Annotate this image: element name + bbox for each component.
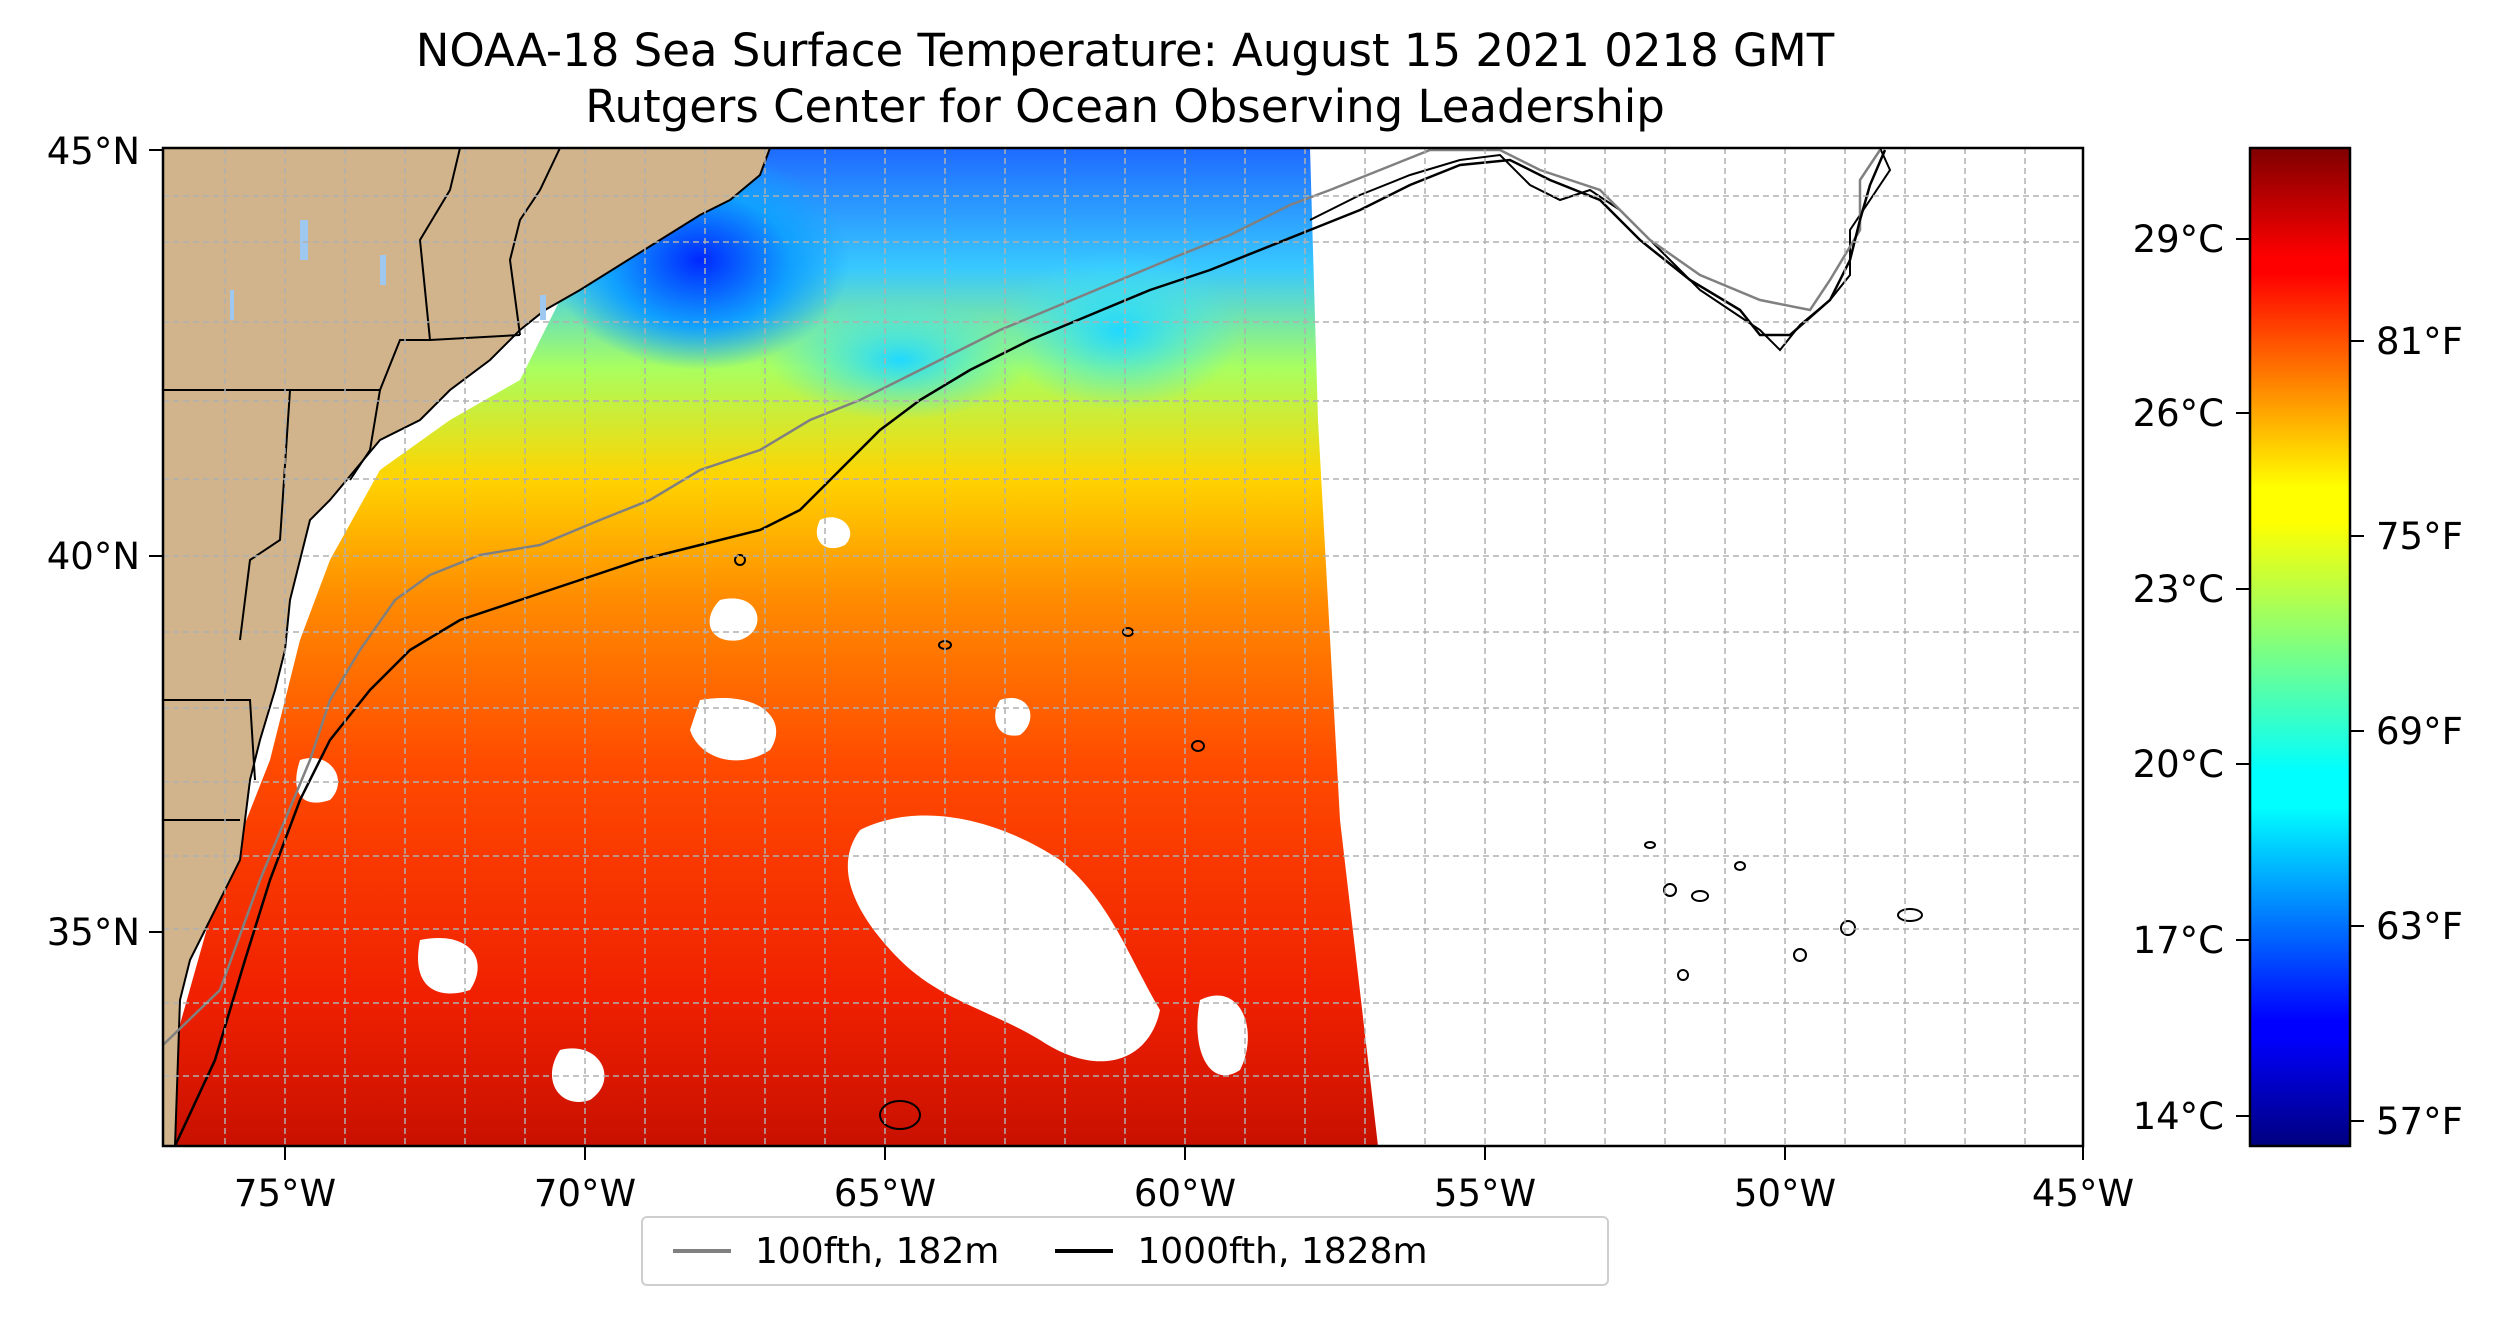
legend-label: 100fth, 182m <box>755 1230 1000 1272</box>
colorbar-fahrenheit-labels: 81°F 75°F 69°F 63°F 57°F <box>2376 320 2463 1143</box>
celsius-label: 23°C <box>2133 568 2224 611</box>
legend-item-100fth: 100fth, 182m <box>673 1231 999 1272</box>
colorbar-fahrenheit-ticks <box>2350 340 2364 1122</box>
map-frame <box>161 146 2085 1148</box>
lon-tick-labels: 75°W 70°W 65°W 60°W 55°W 50°W 45°W <box>234 1172 2134 1215</box>
colorbar-celsius-ticks <box>2236 238 2250 1117</box>
fahrenheit-label: 57°F <box>2376 1100 2463 1143</box>
map-title: NOAA-18 Sea Surface Temperature: August … <box>415 24 1835 77</box>
lon-tick-label: 55°W <box>1434 1172 1536 1215</box>
contour-1000fth <box>173 149 1887 1146</box>
fahrenheit-label: 75°F <box>2376 515 2463 558</box>
legend-swatch-1000fth <box>1055 1249 1114 1253</box>
legend-item-1000fth: 1000fth, 1828m <box>1055 1230 1428 1272</box>
map-area <box>163 148 2083 1146</box>
celsius-label: 20°C <box>2133 743 2224 786</box>
lon-tick-label: 65°W <box>834 1172 936 1215</box>
land-north-america <box>163 148 772 1146</box>
celsius-label: 26°C <box>2133 392 2224 435</box>
georges-bank-cool-patch <box>770 300 1030 420</box>
legend: 100fth, 182m 1000fth, 1828m <box>641 1216 1609 1286</box>
lat-tick-label: 45°N <box>47 130 140 173</box>
lon-tick-label: 70°W <box>534 1172 636 1215</box>
lon-tick-label: 50°W <box>1734 1172 1836 1215</box>
colorbar <box>2248 146 2352 1148</box>
celsius-label: 29°C <box>2133 218 2224 261</box>
lon-tick-label: 45°W <box>2032 1172 2134 1215</box>
legend-swatch-100fth <box>673 1249 731 1253</box>
cloud-gaps <box>296 517 1248 1102</box>
map-subtitle: Rutgers Center for Ocean Observing Leade… <box>585 80 1665 133</box>
gridlines <box>163 148 2083 1146</box>
lon-tick-marks <box>284 1146 2084 1160</box>
lon-tick-label: 75°W <box>234 1172 336 1215</box>
lat-tick-label: 40°N <box>47 535 140 578</box>
colorbar-celsius-labels: 29°C 26°C 23°C 20°C 17°C 14°C <box>2133 218 2224 1138</box>
lakes <box>230 220 546 320</box>
lon-tick-label: 60°W <box>1134 1172 1236 1215</box>
canada-coastline <box>1309 148 1892 352</box>
celsius-label: 17°C <box>2133 919 2224 962</box>
lat-tick-marks <box>149 149 163 933</box>
fahrenheit-label: 81°F <box>2376 320 2463 363</box>
fahrenheit-label: 69°F <box>2376 710 2463 753</box>
state-boundaries <box>163 148 561 821</box>
contour-100fth <box>163 148 1882 1046</box>
legend-label: 1000fth, 1828m <box>1137 1230 1428 1272</box>
scotian-shelf-cool-patch <box>1000 250 1240 410</box>
lat-tick-label: 35°N <box>47 911 140 954</box>
fahrenheit-label: 63°F <box>2376 905 2463 948</box>
celsius-label: 14°C <box>2133 1095 2224 1138</box>
lat-tick-labels: 35°N 40°N 45°N <box>47 130 140 954</box>
